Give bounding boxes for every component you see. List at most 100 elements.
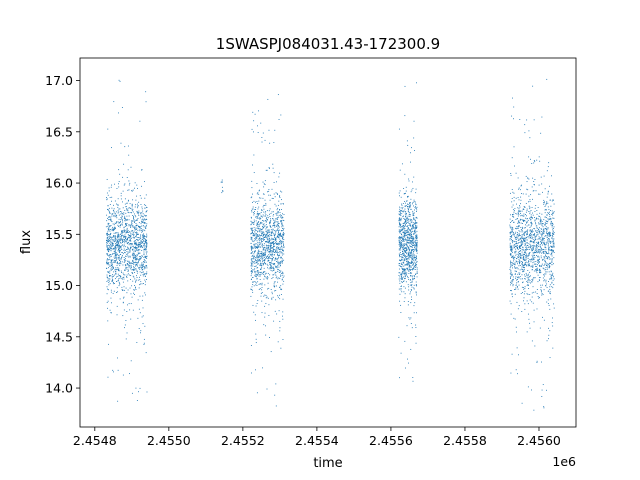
data-point bbox=[415, 224, 416, 226]
data-point bbox=[404, 340, 406, 342]
data-point bbox=[123, 248, 125, 250]
data-point bbox=[405, 225, 407, 227]
data-point bbox=[253, 221, 255, 223]
data-point bbox=[534, 228, 536, 230]
data-point bbox=[414, 219, 416, 221]
data-point bbox=[415, 263, 417, 265]
data-point bbox=[549, 241, 551, 243]
data-point bbox=[254, 262, 256, 264]
data-point bbox=[263, 295, 265, 297]
data-point bbox=[133, 289, 135, 290]
data-point bbox=[409, 255, 411, 257]
data-point bbox=[140, 283, 141, 285]
data-point bbox=[143, 225, 145, 227]
data-point bbox=[277, 229, 278, 231]
data-point bbox=[533, 242, 534, 244]
data-point bbox=[108, 207, 110, 209]
data-point bbox=[522, 258, 524, 260]
data-point bbox=[523, 239, 525, 241]
data-point bbox=[267, 191, 268, 193]
data-point bbox=[132, 208, 134, 210]
data-point bbox=[135, 236, 137, 238]
data-point bbox=[269, 225, 271, 227]
data-point bbox=[136, 233, 137, 235]
data-point bbox=[263, 255, 265, 257]
data-point bbox=[143, 268, 145, 270]
data-point bbox=[542, 226, 544, 228]
data-point bbox=[544, 244, 546, 246]
data-point bbox=[538, 248, 540, 250]
data-point bbox=[260, 295, 262, 297]
data-point bbox=[536, 232, 538, 234]
data-point bbox=[260, 268, 262, 270]
data-point bbox=[412, 228, 414, 229]
data-point bbox=[547, 218, 549, 220]
data-point bbox=[281, 209, 282, 210]
data-point bbox=[518, 239, 520, 241]
data-point bbox=[117, 242, 119, 244]
data-point bbox=[403, 273, 405, 275]
data-point bbox=[138, 328, 140, 329]
data-point bbox=[278, 244, 280, 246]
data-point bbox=[544, 273, 546, 275]
data-point bbox=[262, 247, 264, 249]
data-point bbox=[134, 242, 136, 244]
data-point bbox=[522, 238, 524, 240]
data-point bbox=[267, 277, 269, 279]
data-point bbox=[402, 211, 404, 213]
data-point bbox=[262, 249, 264, 251]
data-point bbox=[119, 173, 121, 175]
data-point bbox=[283, 227, 285, 229]
data-point bbox=[279, 209, 280, 210]
data-point bbox=[253, 257, 255, 259]
data-point bbox=[254, 275, 256, 276]
data-point bbox=[526, 188, 528, 190]
data-point bbox=[411, 227, 413, 229]
data-point bbox=[527, 229, 529, 231]
data-point bbox=[111, 196, 113, 198]
data-point bbox=[271, 265, 273, 267]
data-point bbox=[531, 223, 533, 225]
data-point bbox=[546, 170, 548, 172]
data-point bbox=[133, 237, 135, 239]
data-point bbox=[259, 256, 261, 258]
data-point bbox=[413, 287, 415, 289]
data-point bbox=[136, 195, 138, 197]
data-point bbox=[533, 235, 535, 236]
data-point bbox=[139, 271, 141, 273]
data-point bbox=[512, 263, 514, 265]
data-point bbox=[250, 227, 252, 229]
data-point bbox=[410, 208, 412, 210]
data-point bbox=[403, 245, 405, 247]
data-point bbox=[529, 200, 531, 202]
data-point bbox=[551, 255, 553, 257]
data-point bbox=[252, 240, 253, 242]
data-point bbox=[273, 234, 275, 236]
data-point bbox=[129, 279, 131, 280]
data-point bbox=[279, 172, 281, 174]
data-point bbox=[406, 245, 408, 247]
data-point bbox=[521, 266, 523, 268]
data-point bbox=[510, 236, 512, 238]
data-point bbox=[135, 248, 137, 250]
data-point bbox=[271, 291, 273, 293]
data-point bbox=[262, 260, 264, 262]
data-point bbox=[140, 213, 142, 215]
data-point bbox=[517, 239, 519, 241]
data-point bbox=[114, 216, 116, 218]
data-point bbox=[546, 196, 548, 198]
data-point bbox=[145, 240, 147, 242]
data-point bbox=[133, 289, 135, 291]
data-point bbox=[549, 258, 551, 260]
data-point bbox=[118, 248, 120, 250]
data-point bbox=[544, 275, 546, 277]
data-point bbox=[511, 240, 513, 242]
data-point bbox=[275, 240, 277, 242]
data-point bbox=[107, 236, 109, 238]
data-point bbox=[128, 237, 130, 239]
data-point bbox=[141, 221, 143, 223]
data-point bbox=[276, 224, 278, 226]
data-point bbox=[136, 233, 138, 235]
data-point bbox=[127, 211, 129, 213]
data-point bbox=[526, 274, 528, 276]
